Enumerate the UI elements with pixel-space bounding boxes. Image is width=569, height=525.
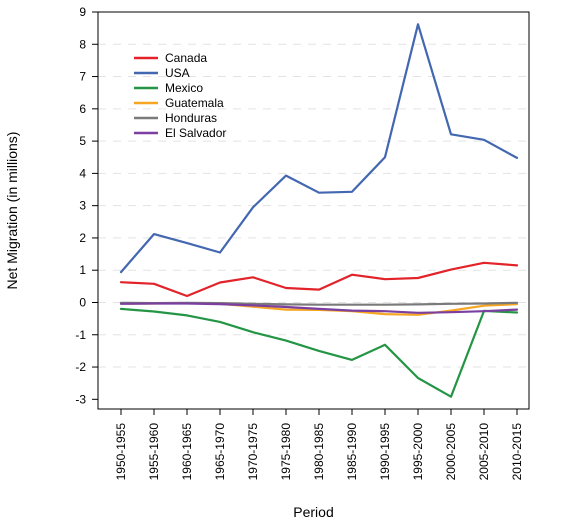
x-tick-label: 1995-2000 <box>411 423 425 481</box>
legend-label: Honduras <box>165 111 217 125</box>
y-tick-label: 9 <box>79 5 86 19</box>
y-tick-label: -3 <box>75 392 86 406</box>
x-tick-label: 2005-2010 <box>477 423 491 481</box>
legend-label: Guatemala <box>165 96 224 110</box>
series-line-el-salvador <box>119 302 519 314</box>
plot-frame <box>97 11 530 410</box>
x-tick-label: 1975-1980 <box>279 423 293 481</box>
x-tick-label: 1955-1960 <box>147 423 161 481</box>
x-tick-label: 1980-1985 <box>312 423 326 481</box>
x-axis: 1950-1955 1955-1960 1960-1965 1965-1970 1970… <box>114 409 524 480</box>
y-tick-label: 7 <box>79 70 86 84</box>
x-tick-label: 1985-1990 <box>345 423 359 481</box>
y-tick-label: 2 <box>79 231 86 245</box>
y-tick-label: -2 <box>75 360 86 374</box>
series-line-canada <box>119 261 519 298</box>
y-tick-label: 5 <box>79 134 86 148</box>
legend-label: El Salvador <box>165 126 226 140</box>
x-tick-label: 1965-1970 <box>213 423 227 481</box>
y-tick-label: 4 <box>79 166 86 180</box>
y-tick-label: 6 <box>79 102 86 116</box>
y-axis-title: Net Migration (in millions) <box>4 132 20 290</box>
x-tick-label: 2010-2015 <box>510 423 524 481</box>
legend-label: USA <box>165 66 190 80</box>
x-tick-label: 2000-2005 <box>444 423 458 481</box>
y-tick-label: 3 <box>79 199 86 213</box>
legend-label: Mexico <box>165 81 203 95</box>
legend-label: Canada <box>165 51 207 65</box>
y-tick-label: 8 <box>79 37 86 51</box>
x-tick-label: 1960-1965 <box>180 423 194 481</box>
y-tick-label: -1 <box>75 328 86 342</box>
x-tick-label: 1990-1995 <box>378 423 392 481</box>
x-axis-title: Period <box>293 504 333 520</box>
y-tick-label: 0 <box>79 295 86 309</box>
series-line-usa <box>119 23 519 274</box>
x-tick-label: 1950-1955 <box>114 423 128 481</box>
y-tick-label: 1 <box>79 263 86 277</box>
x-tick-label: 1970-1975 <box>246 423 260 481</box>
y-axis: -3 -2 -1 0 1 2 3 4 5 6 7 8 9 <box>75 5 98 406</box>
series-layer <box>119 23 519 398</box>
series-line-mexico <box>119 307 519 398</box>
